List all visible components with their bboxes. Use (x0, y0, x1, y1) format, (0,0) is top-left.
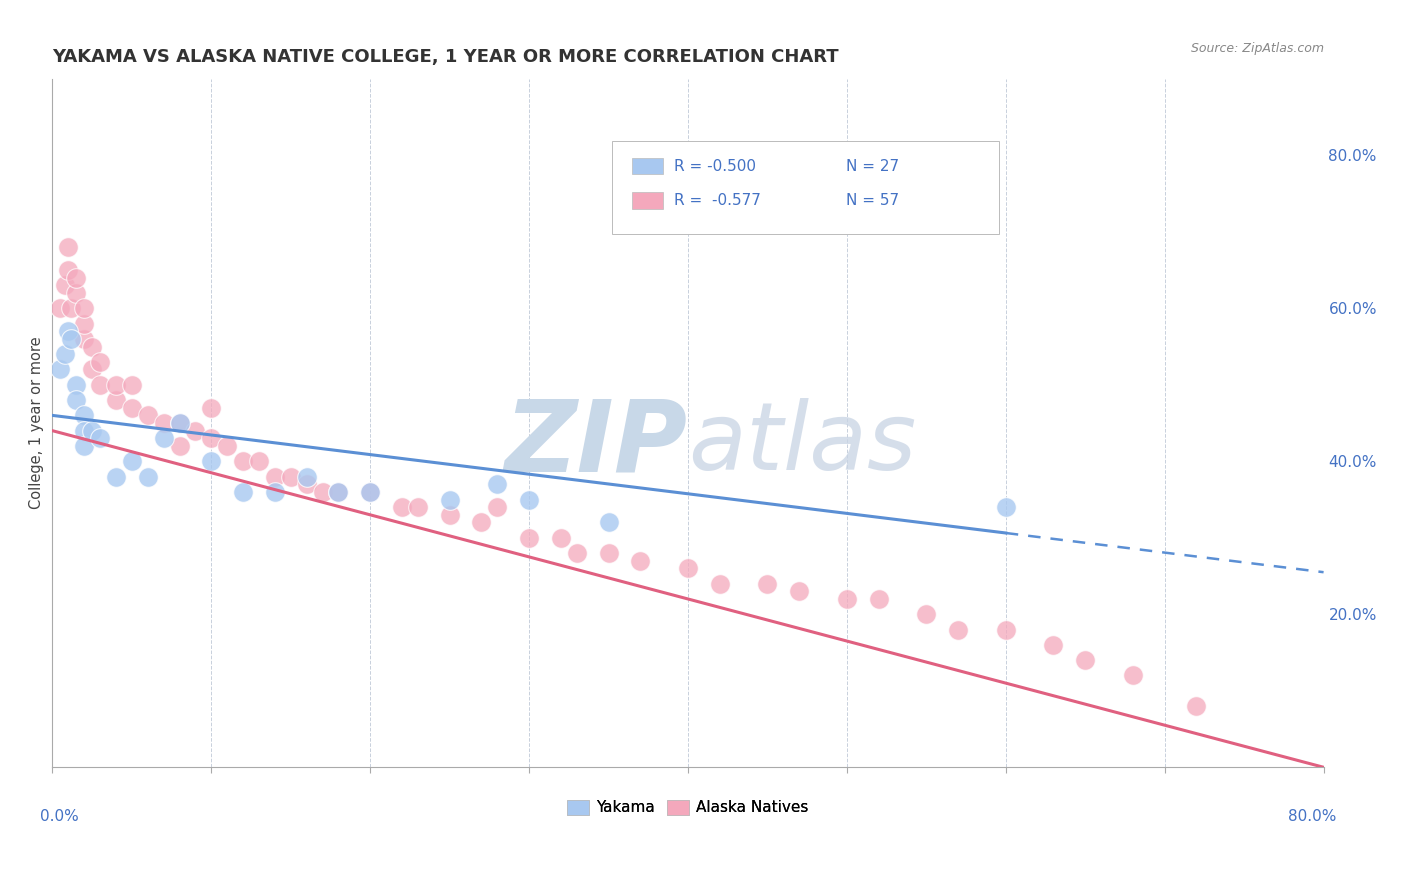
Point (200, 454, 222, 468)
Point (49, 362, 72, 376)
Text: ZIP: ZIP (505, 395, 688, 492)
Text: R =  -0.577: R = -0.577 (673, 194, 761, 208)
Point (263, 484, 285, 499)
Point (121, 377, 143, 392)
Point (994, 623, 1017, 637)
Point (73, 301, 96, 316)
Point (311, 484, 333, 499)
FancyBboxPatch shape (612, 141, 1000, 234)
Point (517, 492, 540, 507)
Point (89, 431, 111, 445)
Point (53, 347, 76, 361)
Point (486, 500, 509, 515)
Point (470, 516, 492, 530)
Point (598, 516, 620, 530)
Point (247, 454, 270, 468)
Point (328, 484, 350, 499)
Point (136, 469, 159, 483)
Point (756, 576, 779, 591)
Point (295, 477, 318, 491)
Point (200, 431, 222, 445)
Point (868, 591, 890, 606)
Point (439, 492, 461, 507)
Point (406, 500, 429, 515)
Point (1185, 699, 1208, 714)
Point (73, 317, 96, 331)
Text: N = 57: N = 57 (845, 194, 898, 208)
Point (82, 424, 104, 438)
Point (184, 424, 207, 438)
Point (73, 439, 96, 453)
Point (915, 607, 938, 622)
Text: N = 27: N = 27 (845, 159, 898, 174)
FancyBboxPatch shape (633, 158, 662, 175)
Point (82, 339, 104, 353)
Point (73, 409, 96, 423)
Point (104, 393, 127, 408)
Point (359, 484, 381, 499)
Text: YAKAMA VS ALASKA NATIVE COLLEGE, 1 YEAR OR MORE CORRELATION CHART: YAKAMA VS ALASKA NATIVE COLLEGE, 1 YEAR … (52, 48, 839, 66)
Point (121, 401, 143, 415)
Point (58, 263, 80, 277)
Point (136, 409, 159, 423)
Point (263, 469, 285, 483)
Point (169, 439, 191, 453)
Point (58, 324, 80, 338)
Point (709, 576, 731, 591)
Legend: Yakama, Alaska Natives: Yakama, Alaska Natives (561, 794, 815, 822)
Point (1122, 668, 1144, 682)
Point (104, 469, 127, 483)
Point (565, 546, 588, 560)
Point (152, 416, 174, 430)
Text: 80.0%: 80.0% (1288, 808, 1336, 823)
Point (104, 377, 127, 392)
Point (946, 623, 969, 637)
Point (359, 484, 381, 499)
Point (787, 584, 810, 599)
Point (232, 484, 254, 499)
Text: Source: ZipAtlas.com: Source: ZipAtlas.com (1191, 42, 1323, 54)
Point (152, 431, 174, 445)
Point (1042, 638, 1064, 652)
Point (73, 424, 96, 438)
Text: atlas: atlas (688, 398, 917, 489)
Point (65, 270, 87, 285)
Y-axis label: College, 1 year or more: College, 1 year or more (30, 336, 44, 509)
Point (89, 377, 111, 392)
Point (328, 484, 350, 499)
Point (280, 469, 302, 483)
Point (58, 240, 80, 254)
Point (439, 508, 461, 522)
FancyBboxPatch shape (633, 193, 662, 209)
Point (60, 332, 83, 346)
Point (232, 454, 254, 468)
Point (994, 500, 1017, 515)
Point (60, 301, 83, 316)
Point (169, 416, 191, 430)
Point (89, 355, 111, 369)
Point (65, 285, 87, 300)
Point (200, 401, 222, 415)
Point (49, 301, 72, 316)
Point (517, 531, 540, 545)
Point (217, 439, 239, 453)
Point (598, 546, 620, 560)
Text: 0.0%: 0.0% (39, 808, 79, 823)
Point (628, 554, 651, 568)
Point (295, 469, 318, 483)
Point (391, 500, 413, 515)
Point (65, 393, 87, 408)
Point (121, 454, 143, 468)
Point (550, 531, 572, 545)
Point (486, 477, 509, 491)
Point (676, 561, 699, 575)
Point (835, 591, 858, 606)
Point (73, 332, 96, 346)
Point (1074, 653, 1097, 667)
Point (65, 377, 87, 392)
Point (169, 416, 191, 430)
Point (53, 278, 76, 293)
Text: R = -0.500: R = -0.500 (673, 159, 756, 174)
Point (82, 362, 104, 376)
